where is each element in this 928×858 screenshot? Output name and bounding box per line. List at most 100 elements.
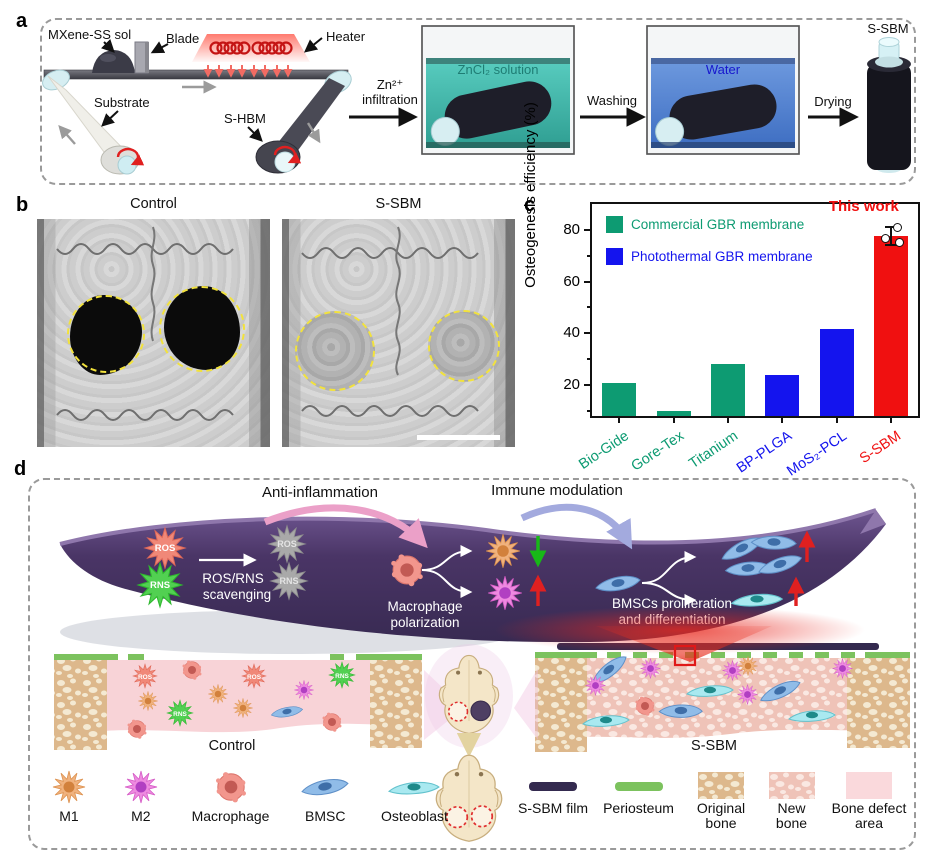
y-minor-tick [587,254,592,257]
water-tank [646,25,800,155]
legend-item-m2: M2 [120,767,162,824]
y-tick-label: 20 [563,375,580,393]
chart-bar [602,382,637,416]
ssbm-image-title: S-SBM [375,196,422,212]
heater-pointer [303,37,323,53]
x-tick-mark [618,416,621,423]
scale-bar [417,435,500,440]
y-tick-mark [584,383,592,386]
skull-ray-right [514,668,538,740]
legend-item-osteoblast: Osteoblast [381,767,448,824]
zncl2-solution-label: ZnCl₂ solution [457,62,539,77]
zncl2-tank [421,25,575,155]
chart-legend-item: Commercial GBR membrane [606,216,804,233]
scatter-point [894,238,904,248]
suture-lines [301,226,479,417]
chart-bar [765,374,800,416]
defect-circle-marker [159,286,245,372]
polarization-branch-down [421,569,473,598]
x-tick-mark [835,416,838,423]
osteogenesis-chart: Osteogenesis efficiency (%) 20 40 60 80 Bio-… [522,102,926,480]
heater-glow [192,34,310,62]
error-bar-cap [884,244,897,247]
mxene-pointer [101,39,115,53]
scatter-point [880,234,890,244]
polarization-text-2: polarization [390,615,459,630]
shbm-label: S-HBM [224,111,266,126]
scavenging-text-1: ROS/RNS [202,571,264,586]
scatter-point [892,222,902,232]
chart-bar [873,236,908,416]
legend-label: BMSC [304,808,346,824]
y-minor-tick [587,306,592,309]
substrate-label: Substrate [94,95,150,110]
cell-legend: M1 M2 Macrophage BMSC Osteoblast [48,767,448,824]
panel-d: ROS RNS ROS RNS ROS/RNS scavenging Macro… [28,478,916,850]
y-tick-mark [584,280,592,283]
ssbm-product-label: S-SBM [867,21,909,36]
photothermal-beam [596,626,772,662]
control-section-label: Control [208,738,256,754]
y-minor-tick [587,409,592,412]
rns-text: RNS [150,580,170,591]
periosteum-segments [54,654,422,660]
healed-defect-circle [428,310,500,382]
substrate-roll-core [117,155,137,175]
zoom-region-box [673,644,697,667]
drying-label: Drying [814,94,852,109]
macrophage-legend-icon [214,771,247,803]
periosteum-line [535,652,910,658]
legend-text: Photothermal GBR membrane [631,249,813,264]
bmsc-legend-icon [301,778,349,796]
skull-top-icon [438,654,500,735]
chart-bar [710,363,745,416]
polarization-text-1: Macrophage [387,599,462,614]
mxene-sol-label: MXene-SS sol [48,27,132,42]
ros-text: ROS [155,543,176,554]
anti-inflammation-label: Anti-inflammation [262,484,378,501]
x-tick-mark [781,416,784,423]
heat-arrows-icon [203,65,293,78]
panel-a: MXene-SS sol Blade Heater Substrate S-HB… [40,18,916,185]
legend-item-new-bone: New bone [764,772,820,830]
control-image-title: Control [130,196,177,212]
micro-ct-ssbm-image [282,219,515,447]
new-bone-swatch [768,772,815,799]
chart-bar [656,411,691,416]
blade-edge [145,42,149,73]
legend-label: New bone [775,800,808,831]
fabrication-schematic [42,25,911,175]
panel-a-letter: a [16,10,28,32]
y-tick-mark [584,332,592,335]
legend-item-bmsc: BMSC [299,767,351,824]
legend-swatch [606,216,623,233]
infiltration-label-2: infiltration [362,92,418,107]
water-label: Water [705,62,741,77]
bmsc-branch-down [641,582,697,606]
bmsc-branch-up [641,551,697,584]
coating-belt [43,69,349,80]
svg-text:ROS: ROS [247,674,262,681]
error-bar-line [889,227,892,246]
legend-label: Macrophage [191,808,270,824]
chart-legend-item: Photothermal GBR membrane [606,248,813,265]
error-bar-cap [884,226,897,229]
legend-item-periosteum: Periosteum [599,772,679,830]
panel-c-letter: c [524,194,536,216]
legend-item-ssbm-film: S-SBM film [517,772,589,830]
chart-y-axis-label: Osteogenesis efficiency (%) [522,102,539,288]
m1-legend-icon [48,767,90,807]
ssbm-film-swatch [529,782,577,791]
x-tick-mark [889,416,892,423]
legend-item-bone-defect: Bone defect area [829,772,909,830]
blade-label: Blade [166,31,200,46]
substrate-pointer [101,110,119,127]
mxene-sol-blob [92,50,135,73]
legend-swatch [606,248,623,265]
micro-ct-control-image [37,219,270,447]
svg-text:ROS: ROS [138,674,153,681]
ssbm-product-roll [867,37,911,173]
y-tick-label: 40 [563,324,580,342]
washing-label: Washing [586,93,638,108]
